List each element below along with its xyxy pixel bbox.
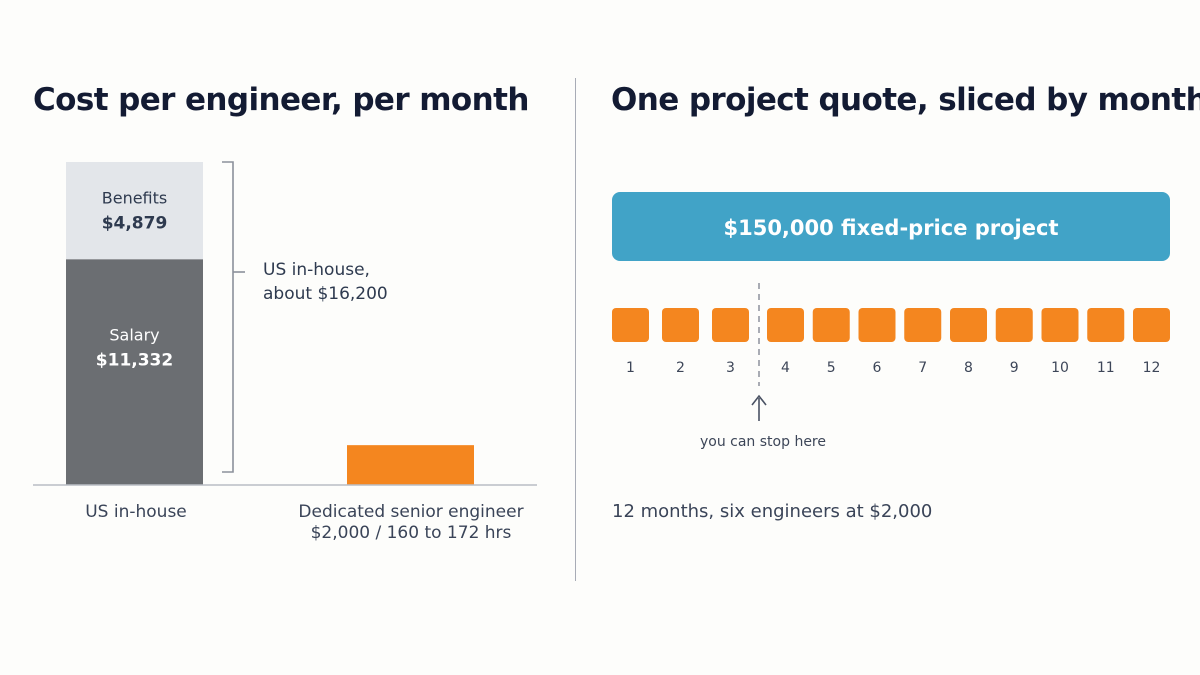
month-number: 12 <box>1143 360 1161 376</box>
benefits-label: Benefits <box>102 189 168 208</box>
bracket-label-line-1: US in-house, <box>263 260 370 280</box>
month-number: 6 <box>873 360 882 376</box>
summary-text: 12 months, six engineers at $2,000 <box>612 501 932 522</box>
project-banner-label: $150,000 fixed-price project <box>723 216 1058 240</box>
month-number: 1 <box>626 360 635 376</box>
month-number: 9 <box>1010 360 1019 376</box>
salary-label: Salary <box>109 325 159 344</box>
month-block <box>662 308 699 342</box>
month-number: 2 <box>676 360 685 376</box>
month-block <box>858 308 896 342</box>
month-block <box>612 308 649 342</box>
total-bracket <box>222 161 234 473</box>
month-number: 3 <box>726 360 735 376</box>
category-sublabel: $2,000 / 160 to 172 hrs <box>311 523 512 543</box>
bar-benefits <box>66 162 203 260</box>
right-chart-title: One project quote, sliced by month <box>611 82 1200 118</box>
category-label: Dedicated senior engineer <box>298 502 523 522</box>
benefits-value-label: $4,879 <box>102 214 168 234</box>
month-block <box>1041 308 1079 342</box>
stop-note: you can stop here <box>700 434 826 450</box>
month-block <box>712 308 749 342</box>
bar-salary <box>66 259 203 485</box>
bar-dedicated-engineer <box>347 445 474 485</box>
month-block <box>904 308 942 342</box>
month-block <box>950 308 987 342</box>
panel-divider <box>575 78 576 581</box>
month-block <box>995 308 1033 342</box>
month-block <box>1087 308 1125 342</box>
month-block <box>767 308 804 342</box>
category-label: US in-house <box>85 502 187 522</box>
month-number: 10 <box>1051 360 1069 376</box>
project-banner <box>612 192 1170 261</box>
bracket-label-line-2: about $16,200 <box>263 284 388 304</box>
month-number: 5 <box>827 360 836 376</box>
month-block <box>1133 308 1170 342</box>
month-block <box>812 308 850 342</box>
month-number: 4 <box>781 360 790 376</box>
month-number: 7 <box>918 360 927 376</box>
month-number: 8 <box>964 360 973 376</box>
up-arrow-icon <box>751 394 767 421</box>
cost-per-engineer-chart: Salary $11,332 Benefits $4,879 US in-house,… <box>33 161 537 543</box>
left-chart-title: Cost per engineer, per month <box>33 82 529 118</box>
month-number: 11 <box>1097 360 1115 376</box>
salary-value-label: $11,332 <box>96 350 173 370</box>
